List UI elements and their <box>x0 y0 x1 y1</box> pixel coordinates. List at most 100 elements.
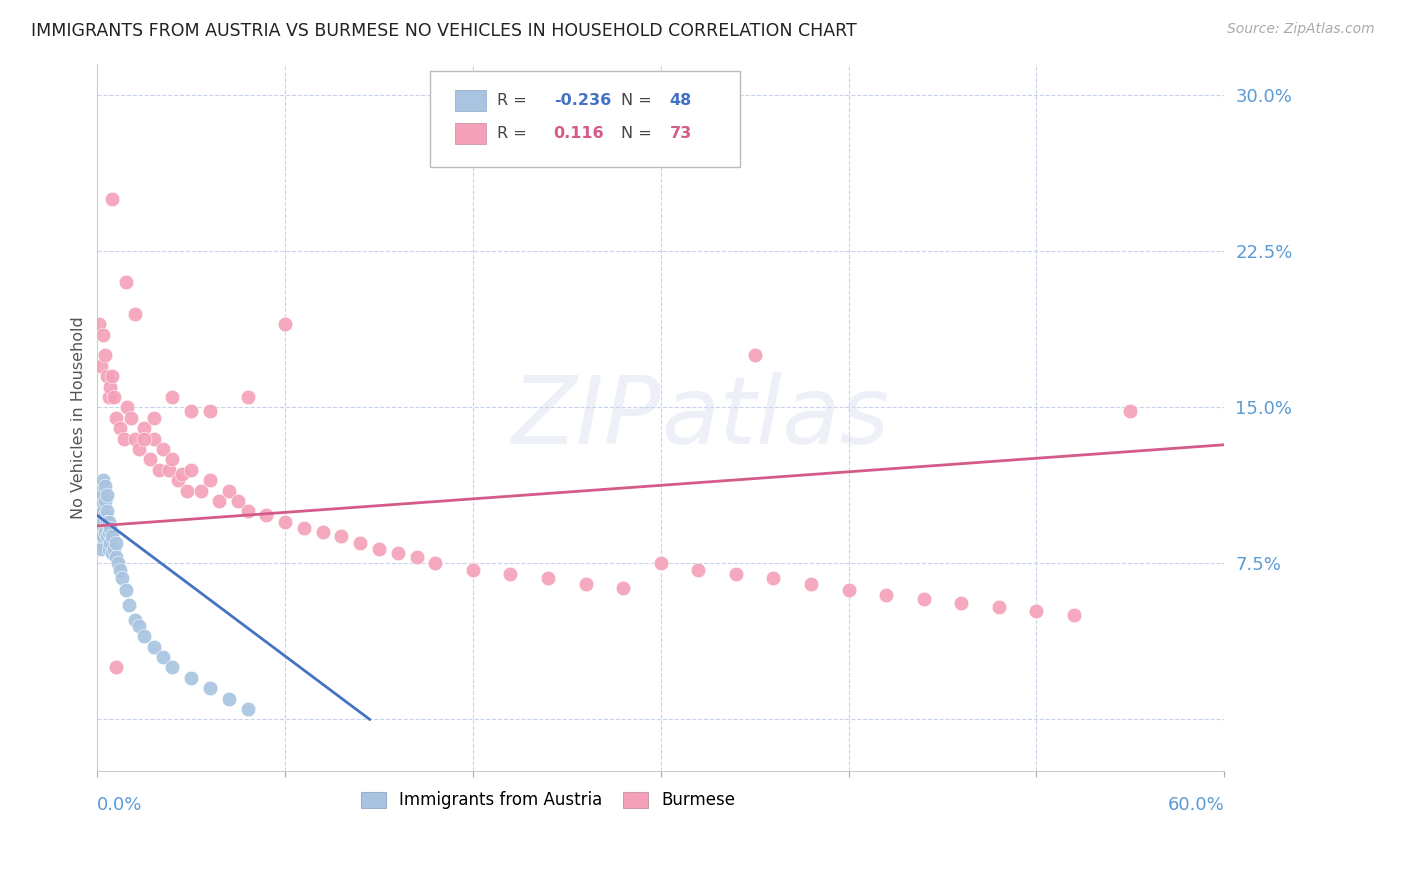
Point <box>762 571 785 585</box>
Point <box>107 557 129 571</box>
Point <box>1025 604 1047 618</box>
Point <box>349 535 371 549</box>
Point <box>124 613 146 627</box>
Point <box>91 529 114 543</box>
Point <box>96 488 118 502</box>
Point <box>236 504 259 518</box>
Point <box>152 650 174 665</box>
Point <box>218 483 240 498</box>
Point <box>90 494 112 508</box>
Point <box>142 410 165 425</box>
Point <box>236 390 259 404</box>
Point <box>499 566 522 581</box>
Point <box>254 508 277 523</box>
Text: R =: R = <box>498 126 527 141</box>
Point <box>170 467 193 481</box>
Point <box>91 515 114 529</box>
Point <box>987 600 1010 615</box>
Point <box>114 276 136 290</box>
Point <box>108 563 131 577</box>
Point <box>100 535 122 549</box>
FancyBboxPatch shape <box>430 71 740 167</box>
Text: 73: 73 <box>669 126 692 141</box>
Text: ZIP: ZIP <box>512 372 661 463</box>
Point <box>198 473 221 487</box>
Point <box>89 504 111 518</box>
Text: IMMIGRANTS FROM AUSTRIA VS BURMESE NO VEHICLES IN HOUSEHOLD CORRELATION CHART: IMMIGRANTS FROM AUSTRIA VS BURMESE NO VE… <box>31 22 856 40</box>
Point <box>94 479 117 493</box>
Point <box>124 307 146 321</box>
Point <box>101 369 124 384</box>
Point <box>162 390 184 404</box>
Point <box>1063 608 1085 623</box>
Point <box>128 442 150 456</box>
Point <box>198 681 221 695</box>
Point <box>274 317 297 331</box>
Point <box>575 577 598 591</box>
Point <box>167 473 190 487</box>
Point <box>90 508 112 523</box>
Point <box>425 557 447 571</box>
Point <box>128 619 150 633</box>
Point <box>94 494 117 508</box>
Point <box>134 432 156 446</box>
Point <box>1119 404 1142 418</box>
FancyBboxPatch shape <box>454 90 486 112</box>
Text: N =: N = <box>621 94 652 108</box>
Point <box>105 660 128 674</box>
Point <box>612 582 634 596</box>
Point <box>105 535 128 549</box>
Point <box>724 566 747 581</box>
Point <box>94 508 117 523</box>
Point <box>90 529 112 543</box>
Point <box>218 691 240 706</box>
Point <box>387 546 409 560</box>
Point <box>236 702 259 716</box>
Point <box>180 463 202 477</box>
Point <box>117 401 139 415</box>
Point <box>142 432 165 446</box>
Text: N =: N = <box>621 126 652 141</box>
Point <box>226 494 249 508</box>
Point <box>97 541 120 556</box>
Point <box>111 571 134 585</box>
Point <box>124 432 146 446</box>
Point <box>103 390 125 404</box>
Point <box>744 348 766 362</box>
Point <box>105 410 128 425</box>
Point <box>837 583 859 598</box>
Point <box>152 442 174 456</box>
Point <box>461 563 484 577</box>
Point <box>330 529 353 543</box>
Point <box>97 515 120 529</box>
Point <box>180 404 202 418</box>
FancyBboxPatch shape <box>454 123 486 144</box>
Text: 0.116: 0.116 <box>554 126 605 141</box>
Point <box>180 671 202 685</box>
Point <box>91 327 114 342</box>
Legend: Immigrants from Austria, Burmese: Immigrants from Austria, Burmese <box>354 785 742 816</box>
Point <box>405 550 427 565</box>
Point <box>537 571 560 585</box>
Text: Source: ZipAtlas.com: Source: ZipAtlas.com <box>1227 22 1375 37</box>
Text: -0.236: -0.236 <box>554 94 612 108</box>
Point <box>105 550 128 565</box>
Point <box>190 483 212 498</box>
Point <box>100 521 122 535</box>
Point <box>101 546 124 560</box>
Point <box>89 525 111 540</box>
Point <box>274 515 297 529</box>
Point <box>96 529 118 543</box>
Point <box>688 563 710 577</box>
Point <box>97 525 120 540</box>
Point <box>198 404 221 418</box>
Point <box>162 452 184 467</box>
Point <box>89 535 111 549</box>
Text: 60.0%: 60.0% <box>1167 797 1225 814</box>
Point <box>142 640 165 654</box>
Y-axis label: No Vehicles in Household: No Vehicles in Household <box>72 317 86 519</box>
Point <box>96 369 118 384</box>
Point <box>101 529 124 543</box>
Point <box>800 577 823 591</box>
Point <box>157 463 180 477</box>
